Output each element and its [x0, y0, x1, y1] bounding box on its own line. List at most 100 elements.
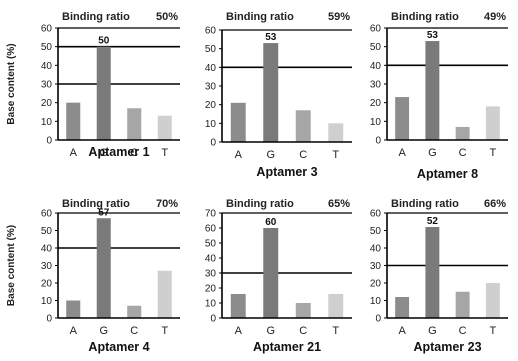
y-tick-label: 40 [370, 61, 382, 72]
bar-g [96, 218, 111, 318]
y-axis-label: Base content (%) [6, 225, 17, 306]
x-tick-label: G [428, 147, 437, 159]
bar-a [395, 97, 410, 140]
chart-panel-6: Binding ratio 66% A 52 G C T 0 10 20 30 40 50 60 Aptam… [370, 198, 508, 354]
y-tick-label: 50 [370, 226, 382, 237]
chart-panel-5: Binding ratio 65% A 60 G C T 0 10 20 30 40 50 60 70 Apt… [205, 198, 352, 354]
bar-g [263, 43, 279, 142]
bar-value-label: 53 [427, 30, 439, 41]
y-tick-label: 0 [210, 138, 216, 149]
bar-a [66, 102, 81, 140]
y-tick-label: 20 [370, 98, 382, 109]
y-tick-label: 0 [210, 314, 216, 325]
binding-ratio-label: Binding ratio [391, 11, 459, 23]
panel-title: Aptamer 8 [417, 167, 478, 181]
binding-ratio-value: 59% [328, 11, 350, 23]
x-tick-label: C [130, 147, 138, 159]
bar-c [127, 305, 142, 318]
bar-value-label: 50 [98, 36, 110, 47]
y-tick-label: 30 [370, 80, 382, 91]
y-tick-label: 50 [205, 239, 217, 250]
binding-ratio-value: 49% [484, 11, 506, 23]
y-tick-label: 40 [205, 254, 217, 265]
y-tick-label: 60 [41, 209, 53, 220]
y-tick-label: 30 [41, 80, 53, 91]
y-tick-label: 40 [370, 244, 382, 255]
chart-panel-3: Binding ratio 49% A 53 G C T 0 10 20 30 40 50 60 Aptam… [370, 11, 508, 181]
x-tick-label: T [161, 325, 168, 337]
bar-a [230, 294, 246, 318]
y-tick-label: 60 [205, 26, 217, 37]
chart-panel-2: Binding ratio 59% A 53 G C T 0 10 20 30 40 50 60 Aptam… [205, 11, 352, 179]
bar-t [485, 106, 500, 140]
panel-title: Aptamer 4 [88, 340, 149, 354]
panel-title: Aptamer 3 [256, 165, 317, 179]
y-tick-label: 50 [205, 44, 217, 55]
x-tick-label: A [398, 147, 406, 159]
y-tick-label: 50 [370, 42, 382, 53]
bar-g [263, 228, 279, 318]
y-axis-label: Base content (%) [6, 43, 17, 124]
bar-a [395, 297, 410, 318]
bar-a [66, 300, 81, 318]
x-tick-label: T [490, 325, 497, 337]
y-tick-label: 40 [41, 244, 53, 255]
x-tick-label: G [266, 149, 275, 161]
bar-g [425, 227, 440, 318]
y-tick-label: 10 [205, 299, 217, 310]
bar-c [455, 126, 470, 140]
y-tick-label: 50 [41, 226, 53, 237]
y-tick-label: 20 [205, 284, 217, 295]
chart-panel-4: Binding ratio 70% A 57 G C T 0 10 20 30 40 50 60 Base … [6, 198, 180, 354]
x-tick-label: T [332, 325, 339, 337]
y-tick-label: 30 [41, 261, 53, 272]
x-tick-label: G [99, 147, 108, 159]
bar-t [157, 270, 172, 318]
x-tick-label: C [459, 325, 467, 337]
y-tick-label: 20 [370, 279, 382, 290]
binding-ratio-label: Binding ratio [226, 198, 294, 210]
x-tick-label: G [266, 325, 275, 337]
bar-value-label: 52 [427, 216, 439, 227]
y-tick-label: 20 [205, 100, 217, 111]
x-tick-label: A [70, 147, 78, 159]
binding-ratio-value: 70% [156, 198, 178, 210]
x-tick-label: A [235, 325, 243, 337]
binding-ratio-label: Binding ratio [62, 11, 130, 23]
y-tick-label: 0 [375, 136, 381, 147]
x-tick-label: T [490, 147, 497, 159]
y-tick-label: 40 [41, 61, 53, 72]
y-tick-label: 20 [41, 279, 53, 290]
x-tick-label: C [459, 147, 467, 159]
x-tick-label: T [332, 149, 339, 161]
bar-value-label: 57 [98, 207, 110, 218]
x-tick-label: C [299, 149, 307, 161]
y-tick-label: 10 [41, 296, 53, 307]
bar-t [328, 123, 344, 142]
y-tick-label: 0 [375, 314, 381, 325]
bar-t [328, 294, 344, 318]
bar-a [230, 102, 246, 142]
binding-ratio-value: 50% [156, 11, 178, 23]
y-tick-label: 10 [205, 119, 217, 130]
y-tick-label: 30 [205, 269, 217, 280]
y-tick-label: 0 [46, 314, 52, 325]
binding-ratio-label: Binding ratio [391, 198, 459, 210]
y-tick-label: 10 [41, 117, 53, 128]
x-tick-label: G [428, 325, 437, 337]
bar-g [96, 46, 111, 140]
bar-t [485, 283, 500, 318]
x-tick-label: G [99, 325, 108, 337]
bar-c [295, 110, 311, 142]
y-tick-label: 50 [41, 42, 53, 53]
y-tick-label: 0 [46, 136, 52, 147]
y-tick-label: 60 [205, 224, 217, 235]
y-tick-label: 60 [370, 209, 382, 220]
y-tick-label: 30 [205, 82, 217, 93]
bar-g [425, 41, 440, 140]
x-tick-label: C [299, 325, 307, 337]
bar-value-label: 60 [265, 217, 277, 228]
y-tick-label: 70 [205, 209, 217, 220]
